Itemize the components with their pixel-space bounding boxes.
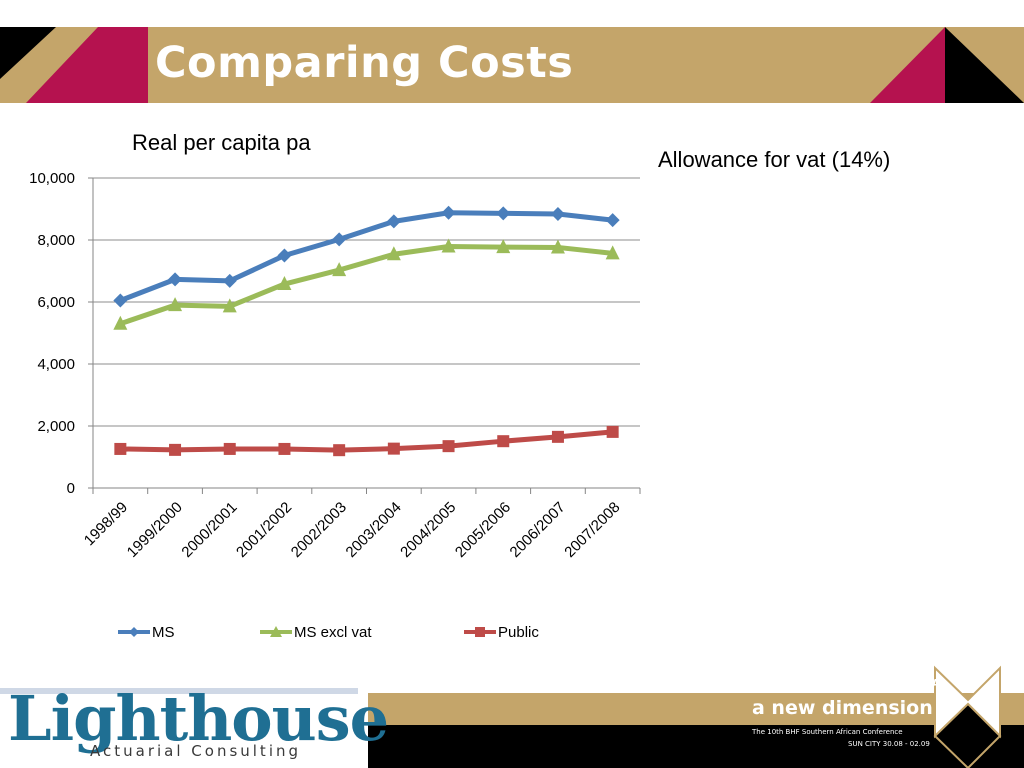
data-point xyxy=(332,262,347,277)
legend-item-ms-excl-vat: MS excl vat xyxy=(260,620,372,644)
data-point xyxy=(550,206,565,221)
data-point xyxy=(169,443,182,456)
footer-conference: The 10th BHF Southern African Conference xyxy=(752,728,903,736)
data-point xyxy=(550,239,565,254)
legend-label-ms: MS xyxy=(152,623,175,641)
footer-tagline-small: HEALTHCARE IN SA xyxy=(808,677,942,690)
lighthouse-logo: Lighthouse xyxy=(8,682,389,755)
data-point xyxy=(551,430,564,443)
y-tick-label: 8,000 xyxy=(37,232,75,249)
data-point xyxy=(333,444,346,457)
data-point xyxy=(332,232,347,247)
data-point xyxy=(441,238,456,253)
series-line-public xyxy=(120,429,613,453)
data-point xyxy=(114,442,127,455)
x-tick-label: 2003/2004 xyxy=(343,499,405,561)
header-black-triangle-right xyxy=(945,27,1024,103)
legend-item-public: Public xyxy=(464,620,539,644)
x-tick-label: 1999/2000 xyxy=(124,499,186,561)
series-line-ms xyxy=(119,210,613,303)
data-point xyxy=(386,246,401,261)
series-line-ms-excl-vat xyxy=(119,244,613,327)
header-band xyxy=(0,27,1024,103)
line-chart: 0 2,000 4,000 6,000 8,000 10,000 1998/991999/2… xyxy=(29,170,641,561)
data-point xyxy=(387,442,400,455)
legend-label-public: Public xyxy=(498,623,539,641)
data-point xyxy=(278,442,291,455)
footer-tagline: a new dimension xyxy=(752,697,933,719)
legend-item-ms: MS xyxy=(118,620,175,644)
data-point xyxy=(497,435,510,448)
data-point xyxy=(605,213,620,228)
data-point xyxy=(442,440,455,453)
x-tick-label: 2007/2008 xyxy=(561,499,623,561)
data-point xyxy=(605,245,620,260)
data-point xyxy=(606,425,619,438)
legend-label-ms-excl-vat: MS excl vat xyxy=(294,623,372,641)
x-tick-label: 2005/2006 xyxy=(452,499,514,561)
y-tick-label: 4,000 xyxy=(37,356,75,373)
data-point xyxy=(386,214,401,229)
x-tick-label: 2004/2005 xyxy=(397,499,459,561)
data-point xyxy=(113,293,128,308)
data-point xyxy=(496,206,511,221)
data-point xyxy=(222,273,237,288)
footer-conference-date: SUN CITY 30.08 - 02.09 xyxy=(848,740,930,748)
data-point xyxy=(277,276,292,291)
data-point xyxy=(168,297,183,312)
data-point xyxy=(441,205,456,220)
data-point xyxy=(496,239,511,254)
data-point xyxy=(113,315,128,330)
header-black-corner-left xyxy=(0,27,56,79)
lighthouse-logo-subtitle: Actuarial Consulting xyxy=(90,742,302,760)
chart-title: Real per capita pa xyxy=(132,130,311,155)
data-point xyxy=(223,442,236,455)
slide-title: Comparing Costs xyxy=(155,38,574,88)
y-tick-label: 6,000 xyxy=(37,294,75,311)
vat-note: Allowance for vat (14%) xyxy=(658,147,891,172)
data-point xyxy=(222,298,237,313)
x-tick-label: 1998/99 xyxy=(81,499,131,549)
y-tick-label: 2,000 xyxy=(37,418,75,435)
data-point xyxy=(168,272,183,287)
legend-swatch-public xyxy=(464,627,496,637)
header-magenta-triangle-right xyxy=(870,27,945,103)
legend-swatch-ms xyxy=(118,627,150,637)
y-tick-label: 10,000 xyxy=(29,170,75,187)
header-magenta-triangle-left xyxy=(26,27,148,103)
data-point xyxy=(277,248,292,263)
footer-band xyxy=(0,665,1024,768)
x-tick-label: 2001/2002 xyxy=(233,499,295,561)
x-tick-label: 2002/2003 xyxy=(288,499,350,561)
x-tick-label: 2006/2007 xyxy=(507,499,569,561)
y-tick-label: 0 xyxy=(67,480,75,497)
x-tick-label: 2000/2001 xyxy=(178,499,240,561)
legend-swatch-ms-excl-vat xyxy=(260,626,292,637)
